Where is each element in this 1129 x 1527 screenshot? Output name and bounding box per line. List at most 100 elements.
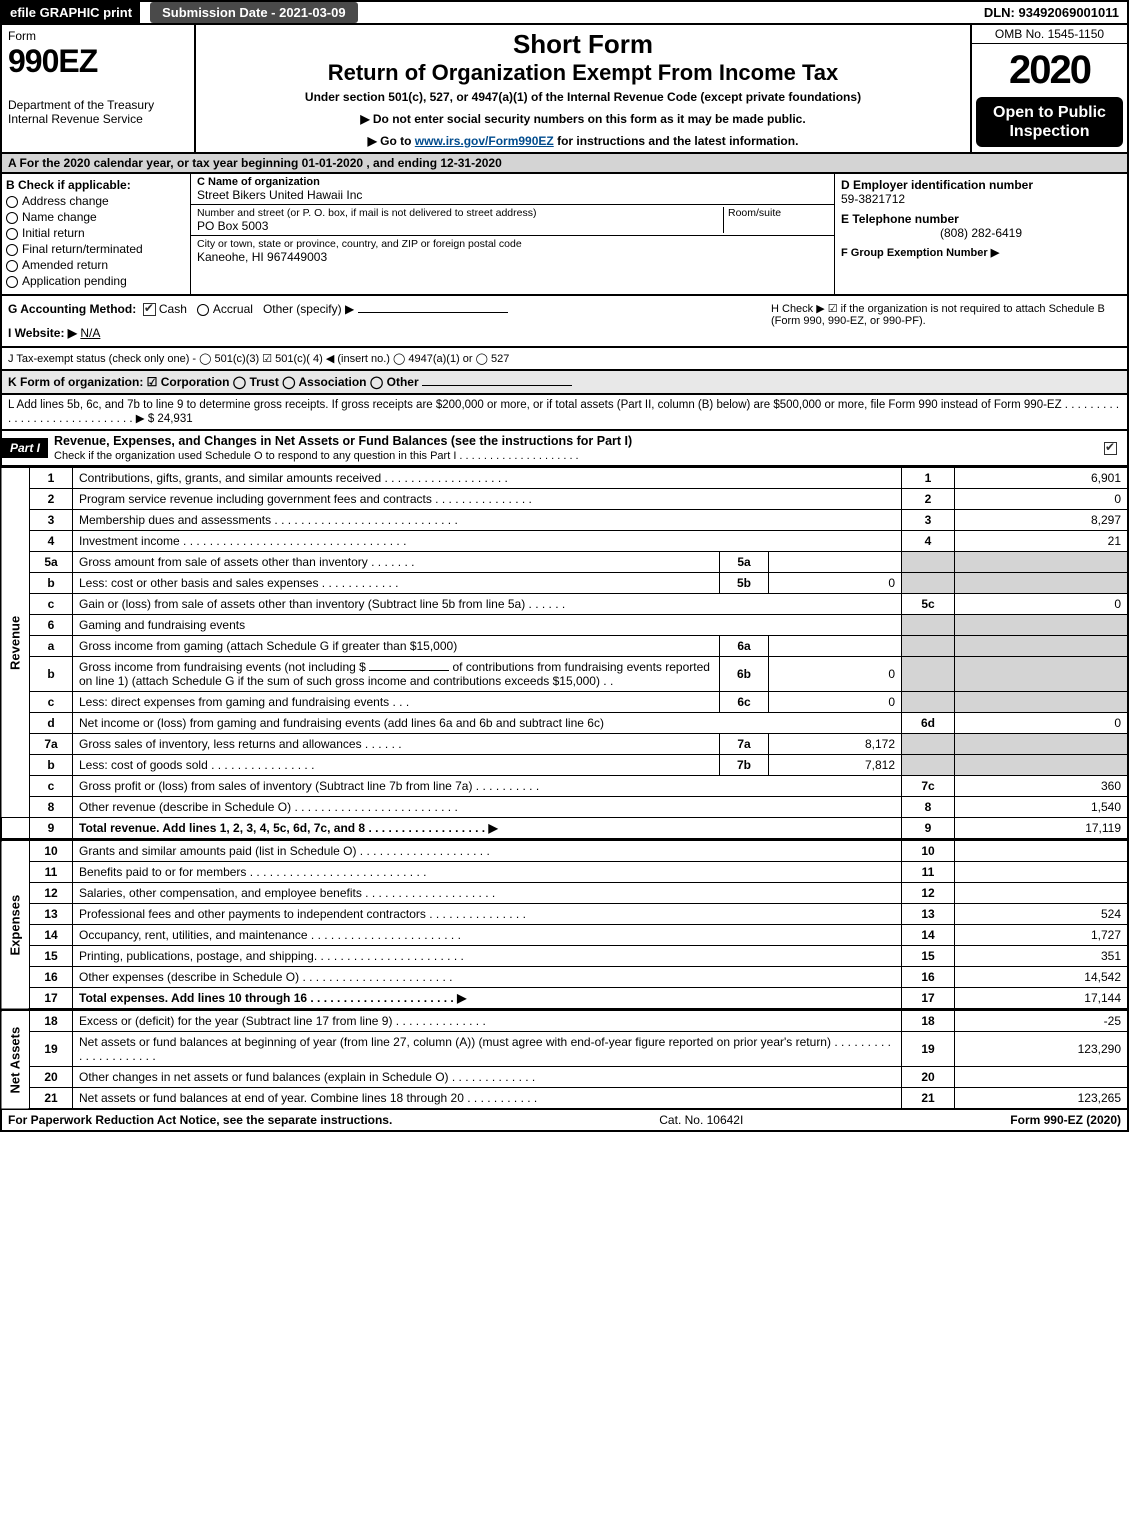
revenue-label: Revenue: [1, 468, 30, 818]
website-label: I Website: ▶: [8, 326, 77, 340]
accounting-row: G Accounting Method: Cash Accrual Other …: [0, 296, 1129, 348]
line14-desc: Occupancy, rent, utilities, and maintena…: [73, 925, 902, 946]
f-label: F Group Exemption Number ▶: [841, 246, 1121, 259]
e-label: E Telephone number: [841, 212, 1121, 226]
notice-ssn: ▶ Do not enter social security numbers o…: [202, 112, 964, 126]
line14-amt: 1,727: [955, 925, 1129, 946]
net-assets-table: Net Assets 18 Excess or (deficit) for th…: [0, 1010, 1129, 1110]
line12-num: 12: [902, 883, 955, 904]
line13-amt: 524: [955, 904, 1129, 925]
part1-sub: Check if the organization used Schedule …: [54, 450, 579, 462]
chk-name: Name change: [22, 210, 97, 224]
line17-text: Total expenses. Add lines 10 through 16 …: [79, 991, 466, 1005]
cash: Cash: [159, 302, 187, 316]
line4-desc: Investment income . . . . . . . . . . . …: [73, 531, 902, 552]
paperwork: For Paperwork Reduction Act Notice, see …: [8, 1113, 392, 1127]
line1-desc: Contributions, gifts, grants, and simila…: [73, 468, 902, 489]
line15-desc: Printing, publications, postage, and shi…: [73, 946, 902, 967]
line18-desc: Excess or (deficit) for the year (Subtra…: [73, 1011, 902, 1032]
line9-desc: Total revenue. Add lines 1, 2, 3, 4, 5c,…: [73, 818, 902, 840]
c-label: C Name of organization: [197, 176, 828, 188]
top-bar: efile GRAPHIC print Submission Date - 20…: [0, 0, 1129, 23]
tax-period: A For the 2020 calendar year, or tax yea…: [0, 154, 1129, 174]
line7c-amt: 360: [955, 776, 1129, 797]
irs: Internal Revenue Service: [8, 112, 188, 126]
line6d-num: 6d: [902, 713, 955, 734]
line8-num: 8: [902, 797, 955, 818]
cash-checkbox: [143, 303, 156, 316]
ein: 59-3821712: [841, 192, 1121, 206]
netassets-label: Net Assets: [1, 1011, 30, 1110]
chk-pending: Application pending: [22, 274, 127, 288]
irs-link[interactable]: www.irs.gov/Form990EZ: [415, 134, 554, 148]
line21-num: 21: [902, 1088, 955, 1110]
footer: For Paperwork Reduction Act Notice, see …: [0, 1110, 1129, 1132]
short-form: Short Form: [202, 29, 964, 60]
line20-amt: [955, 1067, 1129, 1088]
val6a: [769, 636, 902, 657]
line1-num: 1: [902, 468, 955, 489]
line10-amt: [955, 841, 1129, 862]
accrual: Accrual: [213, 302, 253, 316]
line6d-desc: Net income or (loss) from gaming and fun…: [73, 713, 902, 734]
phone: (808) 282-6419: [841, 226, 1121, 240]
revenue-table: Revenue 1 Contributions, gifts, grants, …: [0, 467, 1129, 840]
line9-text: Total revenue. Add lines 1, 2, 3, 4, 5c,…: [79, 821, 498, 835]
line8-desc: Other revenue (describe in Schedule O) .…: [73, 797, 902, 818]
line13-desc: Professional fees and other payments to …: [73, 904, 902, 925]
box7a: 7a: [720, 734, 769, 755]
notice-post: for instructions and the latest informat…: [554, 134, 799, 148]
line4-num: 4: [902, 531, 955, 552]
notice-link: ▶ Go to www.irs.gov/Form990EZ for instru…: [202, 134, 964, 148]
tax-year: 2020: [972, 44, 1127, 97]
box6a: 6a: [720, 636, 769, 657]
line2-amt: 0: [955, 489, 1129, 510]
line8-amt: 1,540: [955, 797, 1129, 818]
other-specify: Other (specify) ▶: [263, 302, 354, 316]
expenses-label: Expenses: [1, 841, 30, 1010]
line19-num: 19: [902, 1032, 955, 1067]
line6b-d1: Gross income from fundraising events (no…: [79, 660, 369, 674]
line3-desc: Membership dues and assessments . . . . …: [73, 510, 902, 531]
line12-amt: [955, 883, 1129, 904]
val7b: 7,812: [769, 755, 902, 776]
line6-desc: Gaming and fundraising events: [73, 615, 902, 636]
notice-pre: ▶ Go to: [368, 134, 415, 148]
box5b: 5b: [720, 573, 769, 594]
line12-desc: Salaries, other compensation, and employ…: [73, 883, 902, 904]
box5a: 5a: [720, 552, 769, 573]
line9-amt: 17,119: [955, 818, 1129, 840]
line11-desc: Benefits paid to or for members . . . . …: [73, 862, 902, 883]
form-page: Form 990-EZ (2020): [1010, 1113, 1121, 1127]
val6b: 0: [769, 657, 902, 692]
line7c-desc: Gross profit or (loss) from sales of inv…: [73, 776, 902, 797]
efile-label: efile GRAPHIC print: [2, 2, 140, 23]
dln: DLN: 93492069001011: [976, 2, 1127, 23]
expenses-table: Expenses 10 Grants and similar amounts p…: [0, 840, 1129, 1010]
line16-num: 16: [902, 967, 955, 988]
line21-amt: 123,265: [955, 1088, 1129, 1110]
omb-no: OMB No. 1545-1150: [972, 25, 1127, 44]
dept: Department of the Treasury: [8, 98, 188, 112]
website-value: N/A: [80, 326, 100, 340]
j-row: J Tax-exempt status (check only one) - ◯…: [0, 348, 1129, 371]
line5c-amt: 0: [955, 594, 1129, 615]
line6b-desc: Gross income from fundraising events (no…: [73, 657, 720, 692]
line19-desc: Net assets or fund balances at beginning…: [73, 1032, 902, 1067]
schedule-o-check: [1104, 442, 1117, 455]
line17-amt: 17,144: [955, 988, 1129, 1010]
line17-num: 17: [902, 988, 955, 1010]
val6c: 0: [769, 692, 902, 713]
line3-amt: 8,297: [955, 510, 1129, 531]
return-title: Return of Organization Exempt From Incom…: [202, 60, 964, 86]
cat-no: Cat. No. 10642I: [392, 1113, 1010, 1127]
chk-initial: Initial return: [22, 226, 85, 240]
line19-amt: 123,290: [955, 1032, 1129, 1067]
line1-amt: 6,901: [955, 468, 1129, 489]
chk-amended: Amended return: [22, 258, 108, 272]
h-block: H Check ▶ ☑ if the organization is not r…: [771, 302, 1121, 340]
line11-num: 11: [902, 862, 955, 883]
line13-num: 13: [902, 904, 955, 925]
open-public: Open to Public Inspection: [976, 97, 1123, 147]
line7c-num: 7c: [902, 776, 955, 797]
